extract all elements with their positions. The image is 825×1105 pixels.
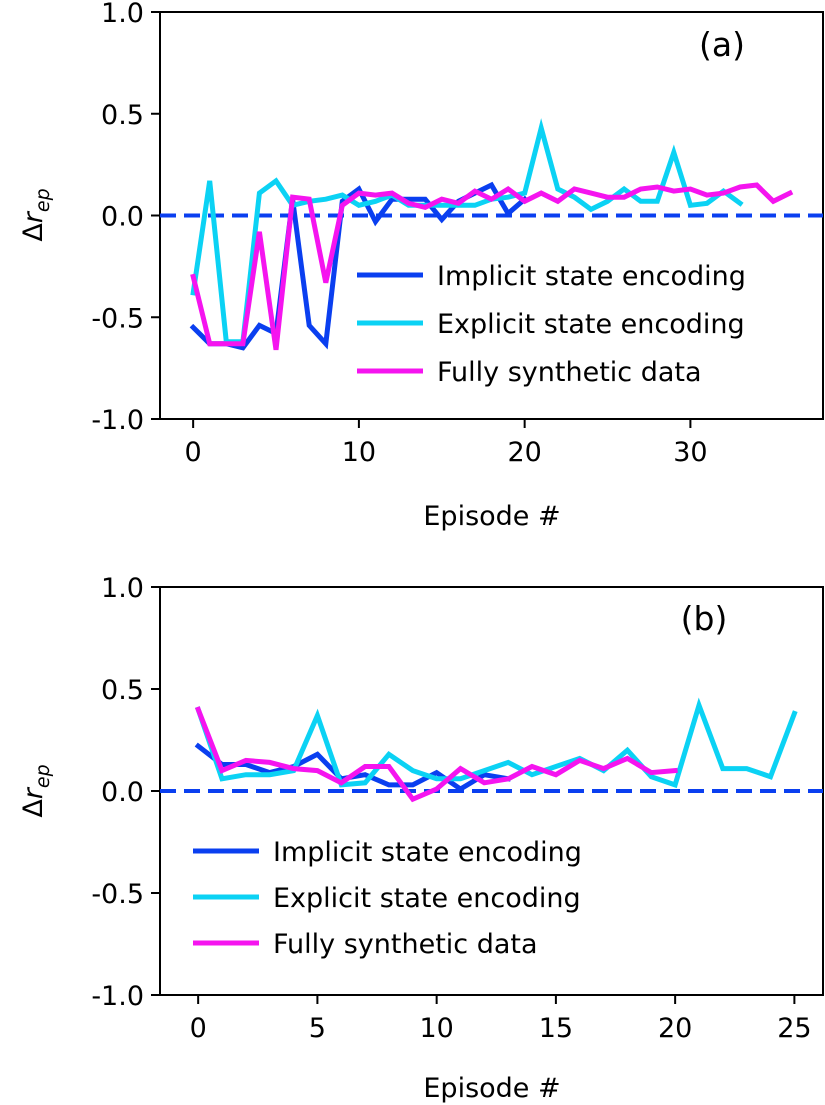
panel-label: (b)	[681, 599, 728, 638]
x-axis-title: Episode #	[423, 501, 560, 532]
x-tick-label: 20	[658, 1013, 692, 1044]
y-axis-title: Δrep	[18, 188, 54, 241]
legend-label: Explicit state encoding	[437, 309, 745, 340]
x-tick-label: 10	[419, 1013, 453, 1044]
x-tick-label: 0	[185, 437, 202, 468]
legend-label: Implicit state encoding	[437, 261, 746, 292]
panel-label: (a)	[699, 25, 745, 64]
y-tick-label: -0.5	[91, 303, 144, 334]
x-tick-label: 15	[539, 1013, 573, 1044]
series-line-synthetic	[194, 706, 678, 803]
y-tick-label: -1.0	[91, 981, 144, 1012]
x-tick-label: 20	[507, 437, 541, 468]
chart-panel: 1.0 0.5 0.0 -0.5 -1.0 0 5 10 15 20 25 Implicit stat…	[18, 573, 824, 1104]
legend: Implicit state encoding Explicit state en…	[193, 837, 582, 960]
y-tick-label: -0.5	[91, 879, 144, 910]
legend-label: Explicit state encoding	[273, 883, 581, 914]
y-tick-label: 0.5	[101, 675, 144, 706]
y-tick-label: 0.0	[101, 777, 144, 808]
y-tick-label: 1.0	[101, 573, 144, 604]
x-tick-label: 10	[342, 437, 376, 468]
y-tick-label: 0.0	[101, 202, 144, 233]
x-tick-label: 30	[673, 437, 707, 468]
y-tick-label: 0.5	[101, 100, 144, 131]
legend-label: Implicit state encoding	[273, 837, 582, 868]
series-line-explicit	[195, 697, 798, 789]
legend-label: Fully synthetic data	[437, 357, 702, 388]
y-axis-title: Δrep	[18, 764, 54, 817]
x-tick-label: 5	[309, 1013, 326, 1044]
chart-panel: 1.0 0.5 0.0 -0.5 -1.0 0 10 20 30 Implicit state e…	[18, 0, 824, 532]
x-axis-title: Episode #	[423, 1073, 560, 1104]
series-line-synthetic	[190, 182, 794, 351]
legend-label: Fully synthetic data	[273, 929, 538, 960]
x-tick-label: 0	[190, 1013, 207, 1044]
y-tick-label: 1.0	[101, 0, 144, 29]
y-tick-label: -1.0	[91, 405, 144, 436]
series-line-explicit	[190, 118, 744, 345]
legend: Implicit state encoding Explicit state en…	[357, 261, 746, 388]
x-tick-label: 25	[777, 1013, 811, 1044]
